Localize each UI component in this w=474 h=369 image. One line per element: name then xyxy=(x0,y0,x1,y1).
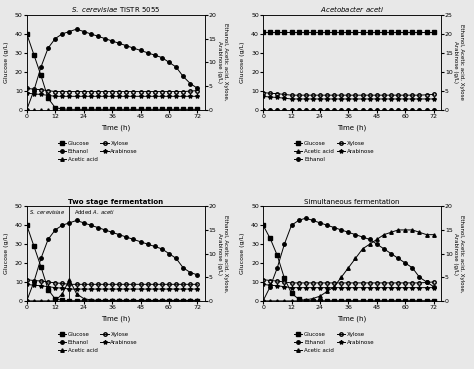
Y-axis label: Ethanol, Acetic acid, Xylose,
Arabinose (g/L): Ethanol, Acetic acid, Xylose, Arabinose … xyxy=(217,24,228,101)
Y-axis label: Glucose (g/L): Glucose (g/L) xyxy=(240,233,246,274)
X-axis label: Time (h): Time (h) xyxy=(101,315,130,322)
Title: Simultaneous fermentation: Simultaneous fermentation xyxy=(304,199,400,204)
Legend: Glucose, Acetic acid, Ethanol, Xylose, Arabinose: Glucose, Acetic acid, Ethanol, Xylose, A… xyxy=(292,139,376,164)
Title: Two stage fermentation: Two stage fermentation xyxy=(68,199,163,204)
Legend: Glucose, Ethanol, Acetic acid, Xylose, Arabinose: Glucose, Ethanol, Acetic acid, Xylose, A… xyxy=(55,139,140,164)
Y-axis label: Ethanol, Acetic acid, Xylose
Arabinose (g/L): Ethanol, Acetic acid, Xylose Arabinose (… xyxy=(453,24,464,100)
Title: $\it{Acetobacter\ aceti}$: $\it{Acetobacter\ aceti}$ xyxy=(320,4,384,14)
Legend: Glucose, Ethanol, Acetic acid, Xylose, Arabinose: Glucose, Ethanol, Acetic acid, Xylose, A… xyxy=(55,330,140,355)
Text: $\it{S.\ cerevisiae}$: $\it{S.\ cerevisiae}$ xyxy=(29,208,65,216)
Text: $\it{S.\ cerevisiae}$ TISTR 5055: $\it{S.\ cerevisiae}$ TISTR 5055 xyxy=(71,5,160,14)
X-axis label: Time (h): Time (h) xyxy=(101,124,130,131)
Y-axis label: Glucose (g/L): Glucose (g/L) xyxy=(4,233,9,274)
Y-axis label: Ethanol, Acetic acid, Xylose,
Arabinose (g/L): Ethanol, Acetic acid, Xylose, Arabinose … xyxy=(453,215,464,292)
Text: Added $\it{A.\ aceti}$: Added $\it{A.\ aceti}$ xyxy=(74,208,116,216)
X-axis label: Time (h): Time (h) xyxy=(337,315,366,322)
Legend: Glucose, Ethanol, Acetic acid, Xylose, Arabinose: Glucose, Ethanol, Acetic acid, Xylose, A… xyxy=(292,330,376,355)
Y-axis label: Glucose (g/L): Glucose (g/L) xyxy=(4,41,9,83)
Y-axis label: Glucose (g/L): Glucose (g/L) xyxy=(240,41,246,83)
X-axis label: Time (h): Time (h) xyxy=(337,124,366,131)
Y-axis label: Ethanol, Acetic acid, Xylose,
Arabinose (g/L): Ethanol, Acetic acid, Xylose, Arabinose … xyxy=(217,215,228,292)
